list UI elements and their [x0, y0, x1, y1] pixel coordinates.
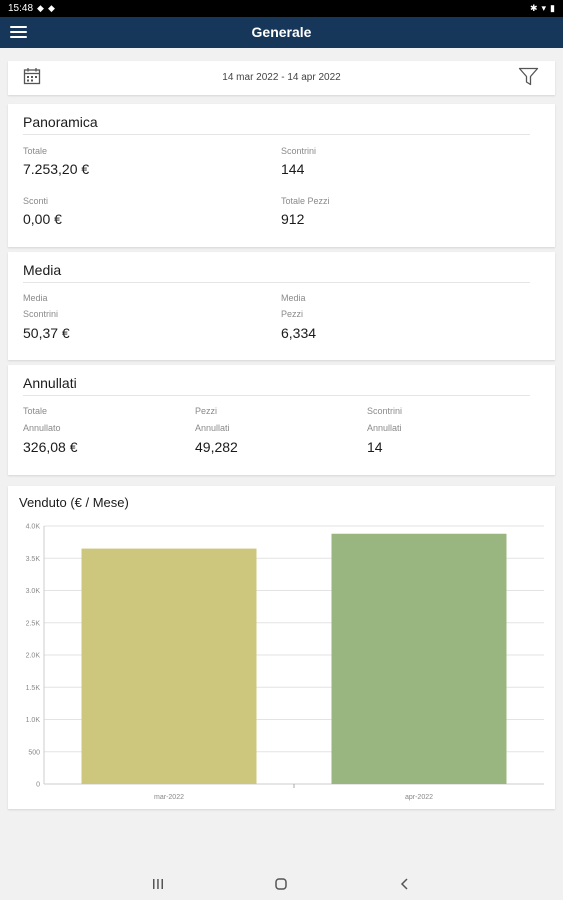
system-nav-bar	[0, 866, 563, 900]
totale-value: 7.253,20 €	[23, 161, 90, 177]
sconti-label: Sconti	[23, 196, 49, 206]
media-scontrini-label: Media	[23, 293, 48, 303]
pezzi-annullati-label: Annullati	[195, 423, 230, 433]
bar-apr-2022	[331, 533, 507, 784]
venduto-bar-chart: 0 500 1.0K 1.5K 2.0K 2.5K 3.0K 3.5K 4.0K mar-2022…	[26, 524, 544, 801]
media-pezzi-label: Media	[281, 293, 306, 303]
scontrini-value: 144	[281, 161, 305, 177]
home-icon	[275, 878, 287, 890]
notification-icon: ◆	[47, 3, 55, 13]
y-tick-label: 0	[36, 782, 40, 789]
filter-icon[interactable]	[518, 67, 539, 86]
notification-icon: ◆	[37, 3, 44, 13]
pezzi-annullati-value: 49,282	[195, 439, 238, 455]
back-button[interactable]	[390, 874, 420, 894]
venduto-chart-card: Venduto (€ / Mese) 0 500 1.0K 1.5K 2.0K 2.5K 3…	[8, 486, 555, 809]
y-tick-label: 4.0K	[26, 524, 41, 531]
totale-annullato-label: Totale	[23, 406, 48, 416]
totale-label: Totale	[23, 146, 48, 156]
section-title: Annullati	[23, 375, 77, 391]
divider	[23, 282, 530, 283]
scontrini-annullati-label: Annullati	[367, 423, 402, 433]
media-scontrini-label: Scontrini	[23, 309, 59, 319]
media-pezzi-value: 6,334	[281, 325, 317, 341]
status-time: 15:48	[8, 3, 34, 14]
calendar-icon[interactable]	[23, 67, 41, 85]
totale-pezzi-value: 912	[281, 211, 305, 227]
totale-annullato-value: 326,08 €	[23, 439, 78, 455]
scontrini-label: Scontrini	[281, 146, 317, 156]
app-bar: Generale	[0, 17, 563, 48]
y-tick-label: 3.0K	[26, 588, 41, 595]
media-card: Media Media Scontrini 50,37 € Media Pezz…	[8, 252, 555, 360]
chart-title: Venduto (€ / Mese)	[19, 495, 129, 510]
date-filter-bar: 14 mar 2022 - 14 apr 2022	[8, 61, 555, 95]
panoramica-card: Panoramica Totale 7.253,20 € Scontrini 1…	[8, 104, 555, 247]
page-title: Generale	[251, 24, 312, 40]
y-tick-label: 1.0K	[26, 717, 41, 724]
scontrini-annullati-label: Scontrini	[367, 406, 403, 416]
section-title: Panoramica	[23, 114, 98, 130]
x-tick-label: mar-2022	[154, 794, 184, 801]
menu-button[interactable]	[10, 26, 27, 39]
x-tick-label: apr-2022	[405, 794, 433, 801]
recent-apps-button[interactable]	[143, 874, 173, 894]
date-range[interactable]: 14 mar 2022 - 14 apr 2022	[222, 72, 341, 83]
bar-mar-2022	[81, 548, 257, 784]
wifi-icon: ▾	[541, 3, 547, 13]
y-tick-label: 2.5K	[26, 620, 41, 627]
bluetooth-icon: ✱	[529, 3, 538, 13]
section-title: Media	[23, 262, 62, 278]
scontrini-annullati-value: 14	[367, 439, 383, 455]
recent-apps-icon	[153, 879, 163, 889]
totale-pezzi-label: Totale Pezzi	[281, 196, 330, 206]
annullati-card: Annullati Totale Annullato 326,08 € Pezz…	[8, 365, 555, 475]
y-tick-label: 3.5K	[26, 556, 41, 563]
battery-icon: ▮	[550, 3, 555, 13]
status-bar: 15:48 ◆ ◆ ✱ ▾ ▮	[0, 0, 563, 17]
y-tick-label: 1.5K	[26, 685, 41, 692]
home-button[interactable]	[266, 874, 296, 894]
y-tick-label: 2.0K	[26, 653, 41, 660]
y-tick-label: 500	[28, 749, 40, 756]
divider	[23, 134, 530, 135]
back-icon	[400, 878, 408, 890]
pezzi-annullati-label: Pezzi	[195, 406, 218, 416]
sconti-value: 0,00 €	[23, 211, 62, 227]
divider	[23, 395, 530, 396]
media-pezzi-label: Pezzi	[281, 309, 304, 319]
totale-annullato-label: Annullato	[23, 423, 61, 433]
media-scontrini-value: 50,37 €	[23, 325, 70, 341]
